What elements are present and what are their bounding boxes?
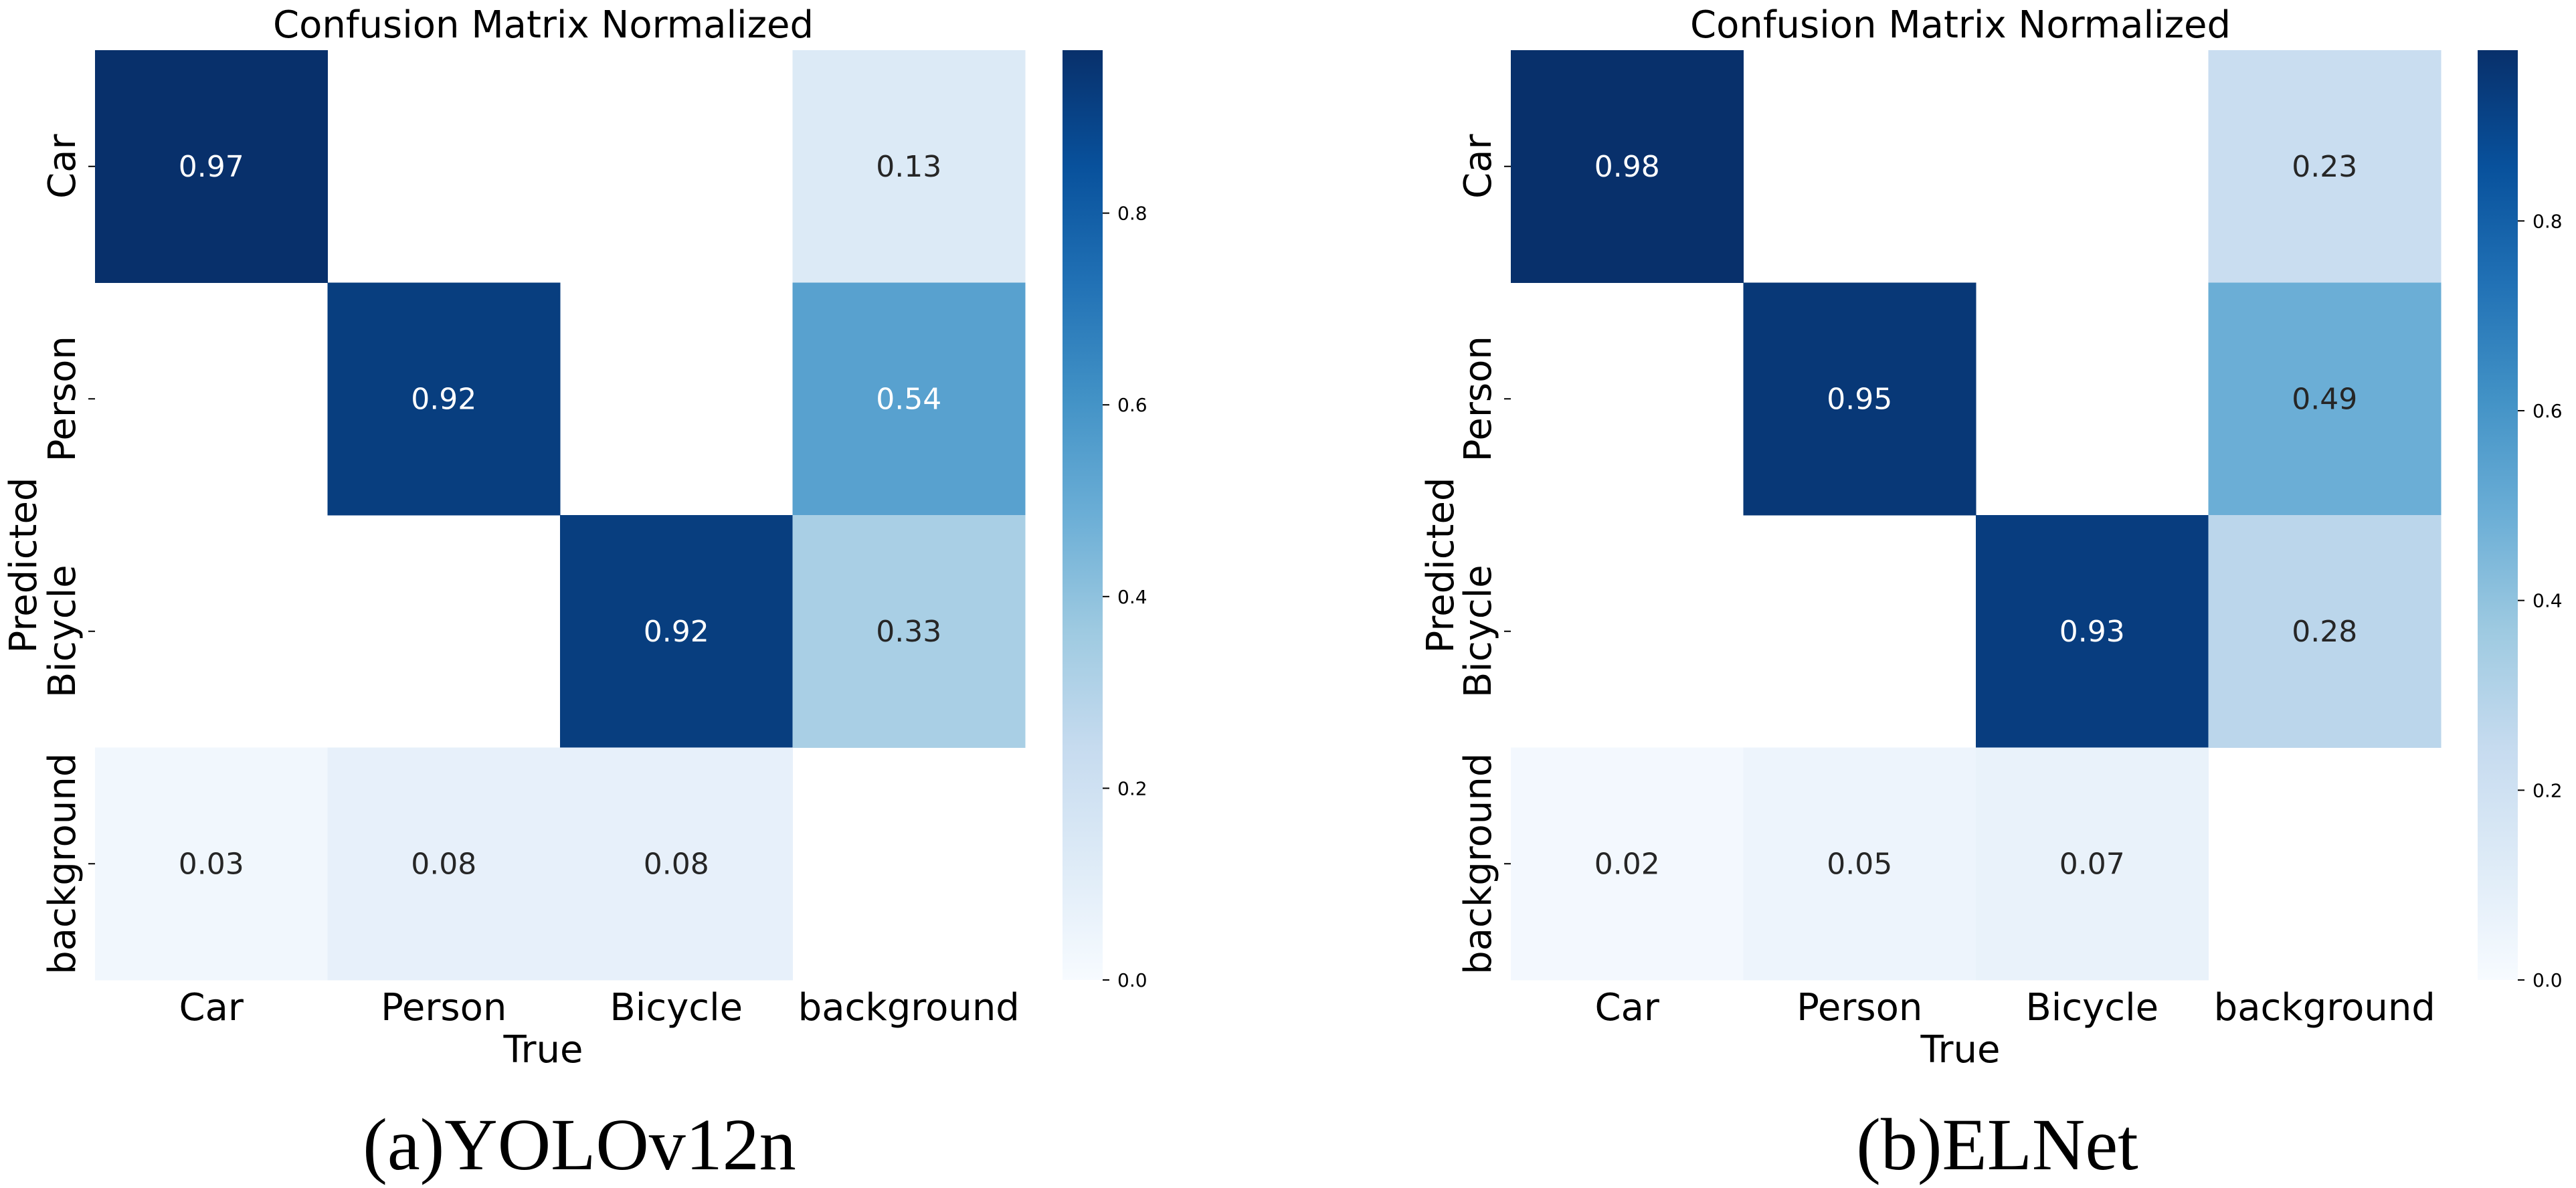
cell-value-label: 0.49 — [2292, 382, 2357, 416]
heatmap-cell — [95, 747, 328, 981]
cell-value-label: 0.93 — [2059, 615, 2125, 649]
heatmap-cell — [1511, 50, 1744, 283]
x-tick-label: background — [2214, 986, 2435, 1029]
x-axis-label: True — [1920, 1028, 2001, 1072]
y-tick-labels: Car Person Bicycle background — [41, 134, 95, 975]
y-tick-label: Person — [41, 336, 84, 462]
heatmap-cell — [792, 282, 1026, 516]
heatmap-cell — [560, 747, 793, 981]
colorbar: 0.0 0.2 0.4 0.6 0.8 — [1063, 50, 1147, 991]
cell-value-label: 0.08 — [644, 847, 709, 881]
cell-value-label: 0.03 — [179, 847, 244, 881]
figure-caption: (b)ELNet — [1856, 1104, 2138, 1185]
cell-value-label: 0.08 — [411, 847, 476, 881]
x-tick-label: Car — [179, 986, 244, 1029]
colorbar-tick-label: 0.2 — [1117, 777, 1147, 799]
x-tick-label: Bicycle — [2025, 986, 2158, 1029]
colorbar-tick-label: 0.8 — [1117, 203, 1147, 225]
heatmap-cell — [327, 747, 561, 981]
x-tick-label: background — [798, 986, 1020, 1029]
cell-value-label: 0.05 — [1827, 847, 1892, 881]
heatmap-cell — [95, 50, 328, 283]
y-axis-label: Predicted — [2, 478, 45, 654]
y-axis-label: Predicted — [1419, 478, 1463, 654]
heatmap-cell — [2208, 50, 2442, 283]
cell-value-label: 0.95 — [1827, 382, 1892, 416]
y-tick-labels: Car Person Bicycle background — [1457, 134, 1511, 975]
cell-value-label: 0.97 — [179, 150, 244, 184]
colorbar-tick-label: 0.0 — [2533, 969, 2563, 991]
chart-title: Confusion Matrix Normalized — [273, 3, 814, 47]
colorbar-tick-label: 0.2 — [2533, 779, 2563, 801]
heatmap-cell — [1511, 747, 1744, 981]
y-tick-label: background — [41, 753, 84, 975]
heatmap-cell — [792, 515, 1026, 748]
cell-value-label: 0.54 — [876, 382, 941, 416]
y-tick-label: Car — [1457, 134, 1500, 199]
colorbar-tick-label: 0.4 — [1117, 586, 1147, 608]
colorbar-ticks: 0.0 0.2 0.4 0.6 0.8 — [2518, 210, 2563, 991]
cell-value-label: 0.07 — [2059, 847, 2125, 881]
x-tick-label: Person — [381, 986, 507, 1029]
y-tick-label: Bicycle — [1457, 565, 1500, 698]
cell-value-label: 0.28 — [2292, 615, 2357, 649]
heatmap-cell — [2208, 282, 2442, 516]
cell-value-label: 0.33 — [876, 615, 941, 649]
y-tick-label: background — [1457, 753, 1500, 975]
cell-value-label: 0.13 — [876, 150, 941, 184]
heatmap-cell — [1976, 747, 2209, 981]
colorbar-gradient — [1063, 50, 1103, 980]
colorbar-tick-label: 0.6 — [2533, 400, 2563, 422]
y-tick-label: Bicycle — [41, 565, 84, 698]
colorbar-tick-label: 0.8 — [2533, 210, 2563, 232]
y-tick-label: Car — [41, 134, 84, 199]
colorbar: 0.0 0.2 0.4 0.6 0.8 — [2478, 50, 2563, 991]
x-tick-label: Person — [1797, 986, 1922, 1029]
x-tick-labels: Car Person Bicycle background — [179, 986, 1020, 1029]
colorbar-tick-label: 0.6 — [1117, 394, 1147, 416]
y-tick-label: Person — [1457, 336, 1500, 462]
colorbar-tick-label: 0.4 — [2533, 590, 2563, 612]
cell-value-label: 0.92 — [411, 382, 476, 416]
heatmap-cell — [1976, 515, 2209, 748]
x-axis-label: True — [503, 1028, 583, 1072]
heatmap-cell — [1743, 282, 1976, 516]
colorbar-gradient — [2478, 50, 2518, 980]
x-tick-label: Bicycle — [610, 986, 743, 1029]
heatmap-cell — [327, 282, 561, 516]
heatmap-cell — [792, 50, 1026, 283]
figure-caption: (a)YOLOv12n — [363, 1104, 796, 1185]
colorbar-tick-label: 0.0 — [1117, 969, 1147, 991]
heatmap-cell — [560, 515, 793, 748]
x-tick-labels: Car Person Bicycle background — [1595, 986, 2435, 1029]
heatmap-cells: 0.98 0.23 0.95 0.49 0.93 0.28 0.02 0.05 0.07 — [1511, 50, 2442, 981]
confusion-matrix-panel-a: Confusion Matrix Normalized 0.97 0.13 0.92… — [2, 3, 1147, 1185]
chart-title: Confusion Matrix Normalized — [1690, 3, 2231, 47]
heatmap-cells: 0.97 0.13 0.92 0.54 0.92 0.33 0.03 0.08 0.08 — [95, 50, 1026, 981]
heatmap-cell — [2208, 515, 2442, 748]
cell-value-label: 0.23 — [2292, 150, 2357, 184]
colorbar-ticks: 0.0 0.2 0.4 0.6 0.8 — [1103, 203, 1147, 991]
x-tick-label: Car — [1595, 986, 1660, 1029]
cell-value-label: 0.98 — [1594, 150, 1660, 184]
confusion-matrix-panel-b: Confusion Matrix Normalized 0.98 0.23 0.95… — [1419, 3, 2563, 1185]
cell-value-label: 0.02 — [1594, 847, 1660, 881]
cell-value-label: 0.92 — [644, 615, 709, 649]
heatmap-cell — [1743, 747, 1976, 981]
